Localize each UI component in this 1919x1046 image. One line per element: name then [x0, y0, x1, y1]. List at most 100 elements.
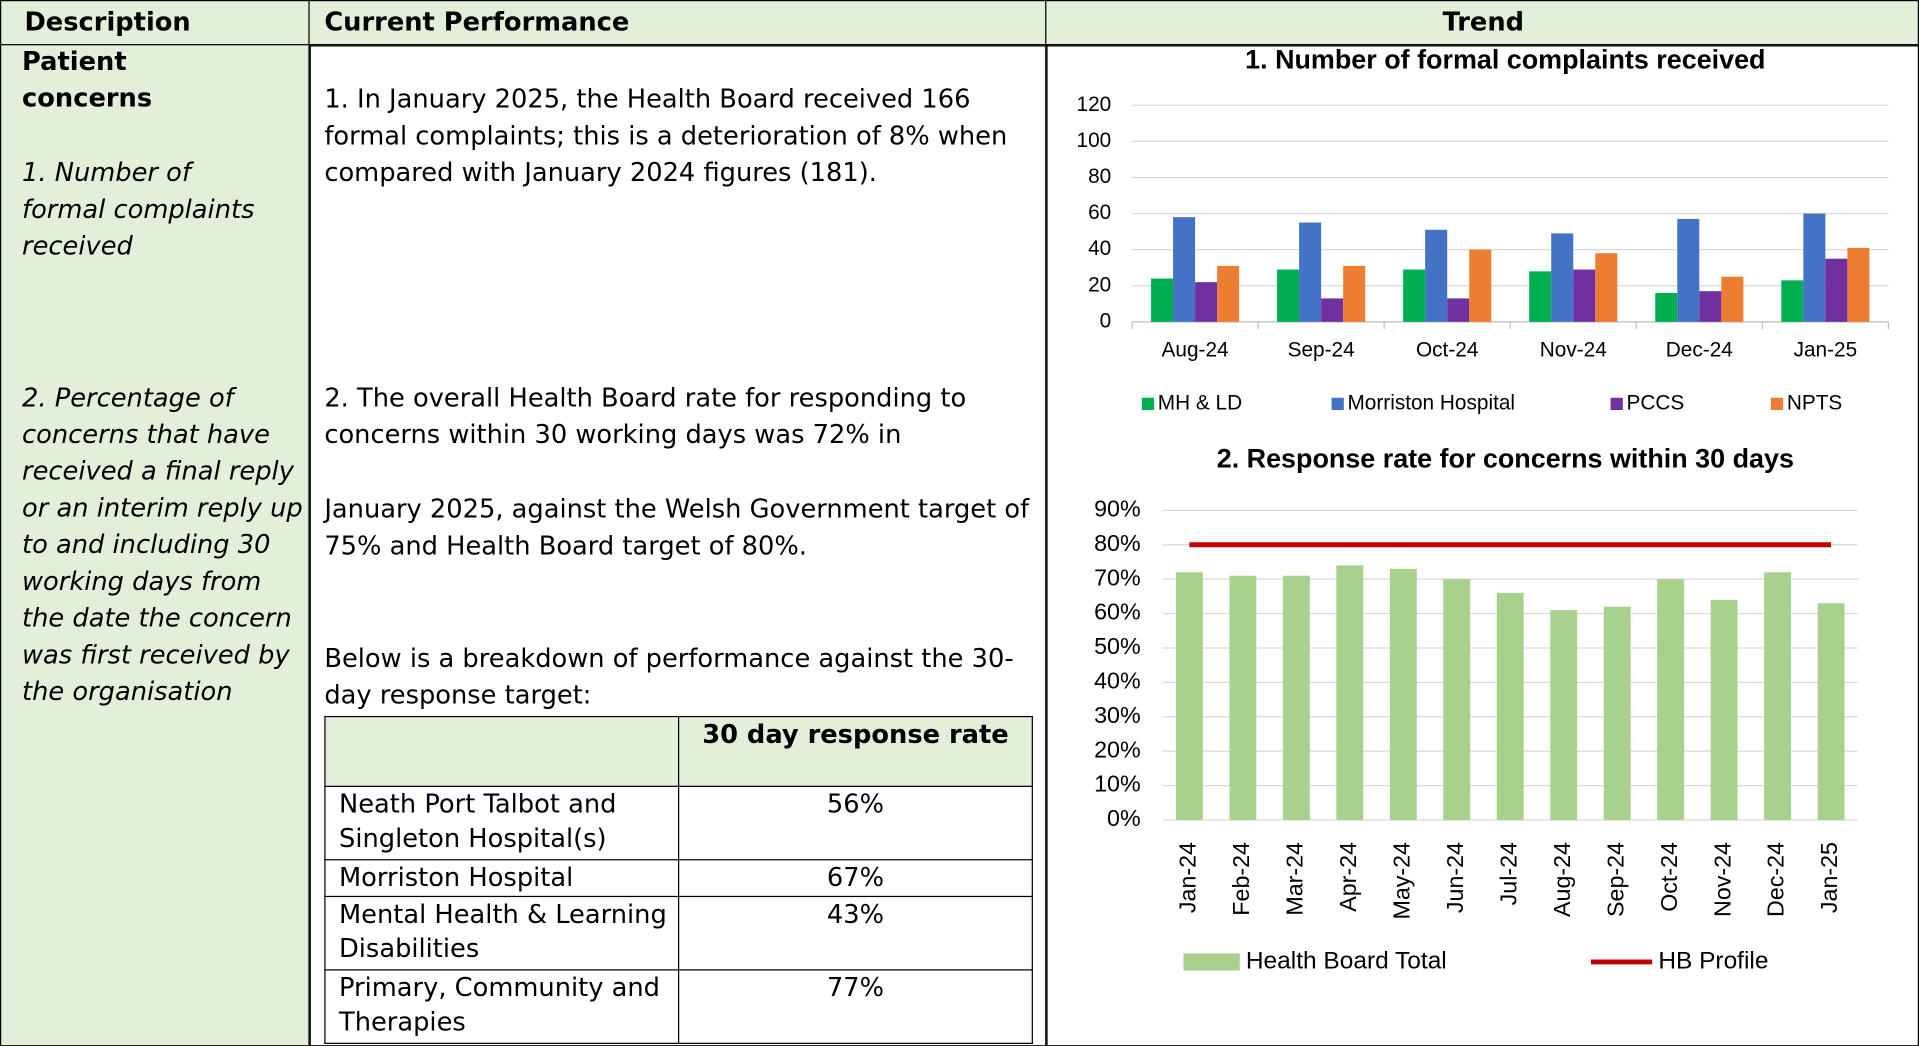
description-item: 1. Number of formal complaints received	[22, 157, 255, 261]
bar	[1321, 298, 1344, 322]
y-tick-label: 20%	[1094, 736, 1141, 762]
x-tick-label: Mar-24	[1281, 842, 1307, 916]
bar	[1677, 218, 1700, 322]
table-cell: 43%	[678, 895, 1033, 971]
bar	[1721, 276, 1744, 322]
table-cell: Neath Port Talbot and Singleton Hospital…	[324, 785, 680, 861]
bar	[1496, 592, 1524, 820]
x-tick-label: Nov-24	[1540, 339, 1607, 362]
paragraph: Below is a breakdown of performance agai…	[324, 643, 1014, 710]
bar	[1447, 298, 1470, 322]
chart-title: 2. Response rate for concerns within 30 …	[1217, 443, 1794, 473]
paragraph: 2. The overall Health Board rate for res…	[324, 383, 967, 450]
x-tick-label: Aug-24	[1162, 339, 1229, 362]
y-tick-label: 60	[1088, 201, 1111, 224]
y-tick-label: 40%	[1094, 668, 1141, 694]
y-tick-label: 80	[1088, 165, 1111, 188]
bar	[1817, 603, 1845, 820]
x-tick-label: Aug-24	[1549, 842, 1575, 917]
bar	[1277, 269, 1300, 322]
table-cell: 56%	[678, 785, 1033, 861]
legend-swatch	[1610, 397, 1623, 410]
table-cell: 77%	[678, 969, 1033, 1044]
y-tick-label: 60%	[1094, 599, 1141, 625]
bar	[1229, 575, 1257, 820]
bar	[1282, 575, 1310, 820]
paragraph: January 2025, against the Welsh Governme…	[324, 494, 1030, 561]
bar	[1657, 579, 1685, 820]
legend-swatch	[1770, 397, 1784, 410]
x-tick-label: Dec-24	[1666, 339, 1733, 362]
y-tick-label: 100	[1077, 129, 1112, 152]
x-tick-label: Jul-24	[1495, 842, 1521, 905]
legend-label: Health Board Total	[1246, 947, 1447, 974]
y-tick-label: 50%	[1094, 633, 1141, 659]
bar	[1781, 280, 1804, 322]
legend-label: PCCS	[1626, 391, 1684, 414]
header-cell	[0, 0, 311, 47]
bar	[1469, 249, 1492, 322]
table-cell: Morriston Hospital	[324, 859, 680, 898]
description-title: Patient concerns	[22, 46, 153, 113]
paragraph: 1. In January 2025, the Health Board rec…	[324, 84, 1008, 188]
x-tick-label: Dec-24	[1763, 842, 1789, 917]
bar	[1403, 269, 1426, 322]
bar	[1764, 572, 1792, 820]
header-text: Trend	[1442, 7, 1525, 37]
response-table: 30 day response rate Neath Port Talbot a…	[324, 715, 1033, 1044]
y-tick-label: 70%	[1094, 564, 1141, 590]
bar	[1550, 610, 1578, 820]
bar	[1173, 217, 1196, 322]
y-tick-label: 0%	[1107, 805, 1141, 831]
y-tick-label: 20	[1088, 273, 1111, 296]
y-tick-label: 90%	[1094, 495, 1141, 521]
y-tick-label: 0	[1100, 309, 1112, 332]
x-tick-label: Jan-25	[1794, 339, 1858, 362]
x-tick-label: May-24	[1388, 842, 1414, 920]
bar	[1803, 213, 1826, 322]
bar	[1551, 233, 1574, 322]
x-tick-label: Apr-24	[1335, 842, 1361, 912]
table-cell: Primary, Community and Therapies	[324, 969, 680, 1044]
x-tick-label: Oct-24	[1416, 339, 1478, 362]
x-tick-label: Oct-24	[1656, 842, 1682, 912]
bar	[1195, 282, 1218, 322]
y-tick-label: 10%	[1094, 771, 1141, 797]
bar	[1389, 568, 1417, 820]
y-tick-label: 80%	[1094, 530, 1141, 556]
bar	[1655, 292, 1678, 322]
legend-swatch	[1331, 397, 1344, 410]
header-cell	[1045, 0, 1919, 47]
header-text: Current Performance	[324, 7, 630, 37]
legend-label: HB Profile	[1658, 947, 1768, 974]
header-cell	[308, 0, 1048, 47]
bar	[1595, 253, 1618, 322]
bar	[1825, 258, 1848, 322]
bar	[1343, 265, 1366, 322]
bar	[1603, 606, 1631, 820]
bar	[1151, 278, 1174, 322]
table-header: 30 day response rate	[678, 715, 1033, 787]
legend-label: Morriston Hospital	[1347, 391, 1515, 414]
legend-swatch	[1141, 397, 1155, 410]
x-tick-label: Nov-24	[1709, 842, 1735, 917]
bar	[1443, 579, 1471, 820]
y-tick-label: 120	[1077, 93, 1112, 116]
bar	[1699, 291, 1722, 322]
bar	[1710, 599, 1738, 820]
x-tick-label: Jan-24	[1175, 842, 1201, 913]
chart-title: 1. Number of formal complaints received	[1245, 44, 1765, 74]
bar	[1573, 269, 1596, 322]
x-tick-label: Jan-25	[1816, 842, 1842, 913]
bar	[1847, 247, 1870, 322]
bar	[1425, 229, 1448, 322]
table-cell	[324, 715, 680, 787]
bar	[1175, 572, 1203, 820]
y-tick-label: 40	[1088, 237, 1111, 260]
bar	[1217, 265, 1240, 322]
description-item: 2. Percentage of concerns that have rece…	[22, 383, 303, 707]
header-text: Description	[24, 7, 191, 37]
legend-label: NPTS	[1787, 391, 1842, 414]
